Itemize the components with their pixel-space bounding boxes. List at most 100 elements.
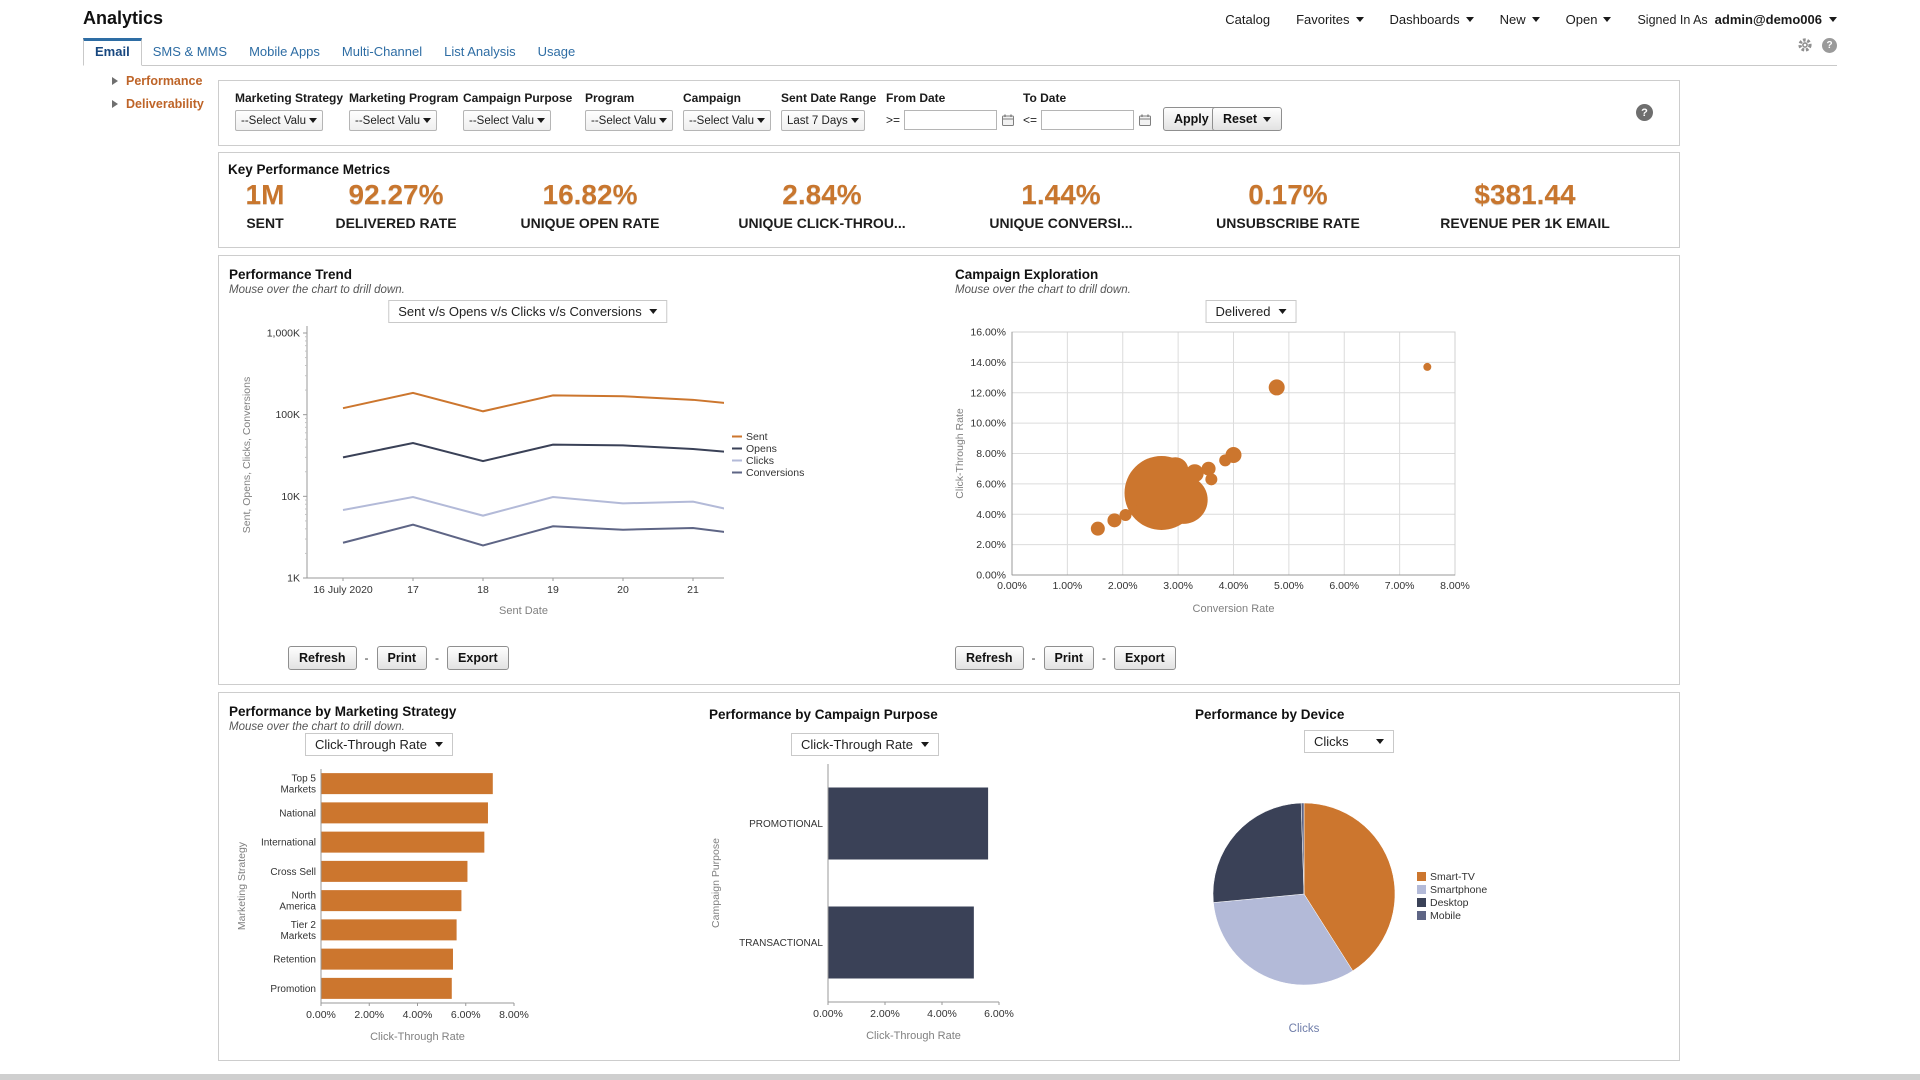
tab-usage[interactable]: Usage	[537, 44, 576, 59]
filter-select-marketing-strategy[interactable]: --Select Valu	[235, 110, 323, 131]
filter-field-program: Program --Select Valu	[585, 91, 673, 131]
device-chart-title: Performance by Device	[1195, 707, 1345, 722]
pie-caption: Clicks	[1288, 1023, 1320, 1035]
calendar-icon[interactable]	[1138, 113, 1152, 127]
purpose-metric-select[interactable]: Click-Through Rate	[791, 733, 939, 756]
svg-text:14.00%: 14.00%	[970, 357, 1006, 369]
metric-sent: 1M SENT	[246, 179, 285, 231]
signed-in-user: admin@demo006	[1714, 12, 1822, 27]
strategy-metric-select[interactable]: Click-Through Rate	[305, 733, 453, 756]
from-date-input[interactable]	[904, 110, 998, 130]
exploration-chart-title: Campaign Exploration	[955, 267, 1099, 282]
refresh-button[interactable]: Refresh	[955, 646, 1024, 670]
help-icon[interactable]: ?	[1636, 104, 1653, 121]
nav-open[interactable]: Open	[1566, 12, 1612, 27]
signed-in-menu[interactable]: Signed In As admin@demo006	[1637, 12, 1837, 27]
chevron-down-icon	[1278, 309, 1287, 314]
gear-icon[interactable]	[1797, 37, 1813, 53]
metric-label: SENT	[246, 215, 284, 231]
metric-delivered-rate: 92.27% DELIVERED RATE	[335, 179, 456, 231]
tab-list-analysis[interactable]: List Analysis	[444, 44, 516, 59]
svg-text:4.00%: 4.00%	[927, 1008, 957, 1020]
trend-chart-subtitle: Mouse over the chart to drill down.	[229, 284, 405, 296]
chevron-down-icon	[659, 118, 667, 123]
svg-text:2.00%: 2.00%	[1108, 580, 1138, 592]
svg-text:Smartphone: Smartphone	[1430, 884, 1487, 896]
device-metric-select[interactable]: Clicks	[1304, 730, 1394, 753]
performance-trend-chart[interactable]: 1,000K 100K 10K 1K 16 July 2020 17 18 19 20 21 Sen…	[241, 320, 811, 632]
metric-value: 2.84%	[782, 179, 862, 210]
trend-metric-select[interactable]: Sent v/s Opens v/s Clicks v/s Conversion…	[388, 300, 668, 323]
print-button[interactable]: Print	[1043, 646, 1095, 670]
filter-select-campaign-purpose[interactable]: --Select Valu	[463, 110, 551, 131]
separator: -	[364, 651, 369, 665]
campaign-exploration-chart[interactable]: 0.00% 1.00% 2.00% 3.00% 4.00% 5.00% 6.00% 7.00%…	[949, 320, 1509, 632]
svg-text:4.00%: 4.00%	[1219, 580, 1249, 592]
key-performance-metrics-panel: Key Performance Metrics 1M SENT 92.27% DELI…	[218, 152, 1680, 248]
filter-field-marketing-strategy: Marketing Strategy --Select Valu	[235, 91, 343, 131]
export-button[interactable]: Export	[447, 646, 509, 670]
tab-mobile-apps[interactable]: Mobile Apps	[249, 44, 320, 59]
performance-by-campaign-purpose-chart[interactable]: PROMOTIONAL TRANSACTIONAL 0.00% 2.00% 4.00% 6…	[701, 759, 1041, 1059]
filter-select-campaign[interactable]: --Select Valu	[683, 110, 771, 131]
to-date-field: To Date <=	[1023, 91, 1152, 130]
strategy-metric-select-value: Click-Through Rate	[315, 737, 427, 752]
svg-text:8.00%: 8.00%	[1440, 580, 1470, 592]
svg-text:4.00%: 4.00%	[976, 509, 1006, 521]
metric-value: 92.27%	[348, 179, 444, 210]
export-button[interactable]: Export	[1114, 646, 1176, 670]
svg-text:Markets: Markets	[280, 931, 316, 942]
svg-text:8.00%: 8.00%	[976, 448, 1006, 460]
nav-label: Catalog	[1225, 12, 1271, 27]
filter-select-marketing-program[interactable]: --Select Valu	[349, 110, 437, 131]
reset-button[interactable]: Reset	[1212, 107, 1283, 131]
help-icon[interactable]: ?	[1822, 37, 1837, 53]
svg-text:Click-Through Rate: Click-Through Rate	[370, 1031, 465, 1043]
bottom-charts-panel: Performance by Marketing Strategy Mouse …	[218, 692, 1680, 1061]
filter-select-program[interactable]: --Select Valu	[585, 110, 673, 131]
kpm-title: Key Performance Metrics	[228, 162, 391, 177]
sidebar-item-label: Performance	[126, 74, 203, 88]
svg-text:2.00%: 2.00%	[976, 539, 1006, 551]
scrollbar-track[interactable]	[0, 1074, 1920, 1080]
signed-in-label: Signed In As	[1637, 12, 1708, 27]
svg-text:International: International	[261, 838, 316, 849]
print-button[interactable]: Print	[376, 646, 428, 670]
nav-new[interactable]: New	[1500, 12, 1540, 27]
separator: -	[435, 651, 440, 665]
svg-text:6.00%: 6.00%	[976, 478, 1006, 490]
to-date-operator: <=	[1023, 113, 1038, 127]
filter-field-marketing-program: Marketing Program --Select Valu	[349, 91, 458, 131]
svg-text:4.00%: 4.00%	[403, 1009, 433, 1021]
sidebar-item-deliverability[interactable]: Deliverability	[112, 97, 204, 111]
nav-catalog[interactable]: Catalog	[1225, 12, 1270, 27]
nav-label: New	[1499, 12, 1526, 27]
svg-text:0.00%: 0.00%	[997, 580, 1027, 592]
svg-text:National: National	[279, 808, 316, 819]
to-date-input[interactable]	[1041, 110, 1135, 130]
nav-dashboards[interactable]: Dashboards	[1390, 12, 1474, 27]
nav-favorites[interactable]: Favorites	[1296, 12, 1364, 27]
tab-email[interactable]: Email	[83, 38, 142, 66]
filter-label: Campaign Purpose	[463, 91, 573, 105]
refresh-button[interactable]: Refresh	[288, 646, 357, 670]
svg-text:America: America	[279, 902, 316, 913]
svg-text:Marketing Strategy: Marketing Strategy	[236, 841, 248, 930]
exploration-metric-select[interactable]: Delivered	[1205, 300, 1297, 323]
sidebar-item-performance[interactable]: Performance	[112, 74, 204, 88]
svg-text:Retention: Retention	[273, 955, 316, 966]
purpose-chart-title: Performance by Campaign Purpose	[709, 707, 938, 722]
chevron-down-icon	[1263, 116, 1272, 122]
svg-text:Clicks: Clicks	[746, 455, 774, 467]
filter-panel: Marketing Strategy --Select Valu Marketing…	[218, 80, 1680, 146]
tab-sms-mms[interactable]: SMS & MMS	[152, 44, 228, 59]
metric-value: 0.17%	[1248, 179, 1328, 210]
calendar-icon[interactable]	[1001, 113, 1015, 127]
filter-label: Sent Date Range	[781, 91, 877, 105]
tab-multi-channel[interactable]: Multi-Channel	[341, 44, 423, 59]
svg-text:5.00%: 5.00%	[1274, 580, 1304, 592]
filter-select-sent-date-range[interactable]: Last 7 Days	[781, 110, 865, 131]
svg-text:Desktop: Desktop	[1430, 897, 1469, 909]
